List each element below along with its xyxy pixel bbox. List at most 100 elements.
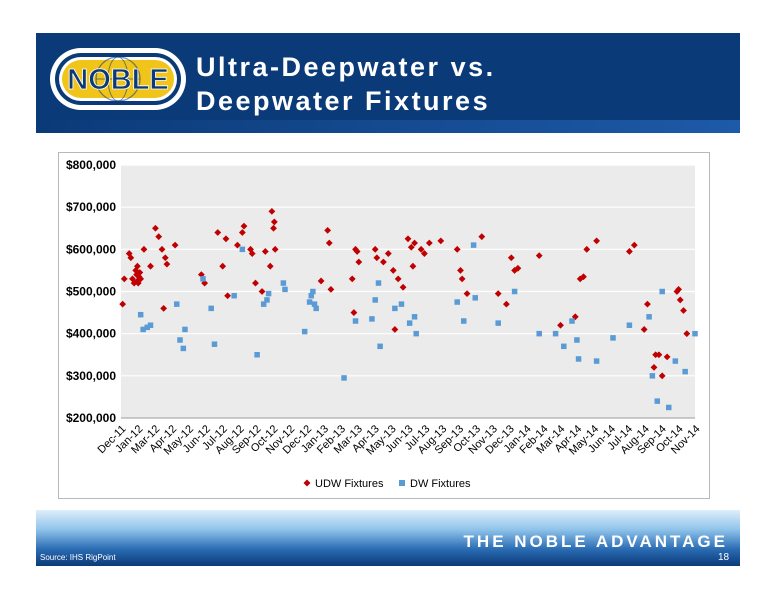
- dw-point: [413, 330, 419, 337]
- udw-point: [252, 279, 259, 287]
- dw-point: [626, 322, 633, 328]
- dw-point: [461, 318, 467, 324]
- y-tick-label: $700,000: [66, 200, 116, 214]
- udw-point: [658, 372, 666, 380]
- legend-udw-label: UDW Fixtures: [315, 478, 384, 490]
- dw-point: [308, 292, 314, 299]
- dw-point: [470, 242, 477, 248]
- udw-point: [271, 245, 279, 253]
- udw-point: [140, 245, 148, 253]
- dw-point: [282, 286, 288, 293]
- udw-point: [593, 237, 600, 245]
- dw-point: [182, 326, 188, 333]
- dw-point: [211, 341, 218, 347]
- dw-point: [495, 320, 501, 326]
- dw-point: [682, 368, 688, 375]
- header-accent-stripe: [36, 120, 740, 133]
- dw-point: [239, 246, 246, 253]
- chart-legend: UDW Fixtures DW Fixtures: [303, 478, 471, 490]
- udw-point: [317, 277, 325, 285]
- x-axis-ticks: Dec-11Jan-12Mar-12Apr-12May-12Jun-12Jul-…: [96, 423, 703, 457]
- udw-point: [258, 288, 266, 295]
- dw-point: [231, 292, 237, 299]
- dw-point: [649, 373, 656, 379]
- dw-point: [569, 318, 575, 324]
- udw-point: [389, 267, 397, 274]
- udw-point: [214, 229, 222, 236]
- udw-point: [353, 248, 361, 255]
- udw-point: [268, 207, 276, 215]
- udw-point: [394, 275, 402, 283]
- udw-point: [640, 326, 648, 333]
- dw-point: [306, 299, 313, 305]
- dw-point: [301, 328, 308, 335]
- udw-point: [134, 262, 141, 270]
- dw-point: [254, 352, 260, 358]
- udw-point: [348, 275, 356, 283]
- title-line-1: Ultra-Deepwater vs.: [196, 52, 496, 82]
- udw-point: [270, 218, 278, 226]
- legend-dw-label: DW Fixtures: [410, 478, 471, 490]
- udw-point: [266, 262, 274, 270]
- udw-point: [407, 243, 415, 251]
- footer-banner: THE NOBLE ADVANTAGE: [36, 510, 740, 566]
- dw-point: [593, 358, 600, 364]
- dw-point: [575, 356, 582, 362]
- dw-point: [174, 301, 180, 307]
- udw-point: [248, 250, 256, 257]
- dw-point: [377, 343, 383, 350]
- y-tick-label: $800,000: [66, 158, 116, 172]
- source-note: Source: IHS RigPoint: [40, 553, 116, 562]
- dw-point: [392, 305, 398, 312]
- udw-point: [136, 269, 144, 276]
- udw-point: [399, 283, 407, 291]
- udw-series: [119, 207, 691, 380]
- dw-point: [264, 297, 270, 303]
- dw-point: [561, 343, 567, 350]
- page-number: 18: [718, 552, 730, 563]
- dw-point: [208, 305, 214, 312]
- dw-point: [672, 358, 679, 364]
- udw-point: [425, 239, 433, 247]
- dw-point: [406, 320, 413, 326]
- udw-point: [222, 235, 230, 243]
- udw-point: [453, 245, 461, 253]
- dw-point: [552, 330, 559, 337]
- logo-text: NOBLE: [67, 64, 169, 96]
- udw-point: [644, 300, 651, 308]
- dw-point: [144, 324, 150, 331]
- udw-point: [171, 241, 179, 249]
- udw-point: [458, 275, 466, 283]
- dw-series: [137, 242, 698, 411]
- dw-point: [311, 301, 318, 307]
- udw-point: [650, 364, 658, 371]
- udw-point: [238, 229, 246, 236]
- dw-point: [372, 297, 378, 303]
- udw-point: [463, 290, 471, 298]
- udw-point: [158, 245, 166, 253]
- udw-point: [437, 237, 445, 245]
- udw-point: [137, 275, 145, 283]
- dw-point: [140, 326, 146, 333]
- page-title: Ultra-Deepwater vs. Deepwater Fixtures: [196, 50, 496, 118]
- dw-point: [375, 280, 382, 286]
- udw-point: [478, 233, 486, 241]
- dw-point: [200, 276, 206, 282]
- dw-point: [313, 305, 319, 312]
- udw-point: [163, 260, 171, 268]
- title-line-2: Deepwater Fixtures: [196, 86, 491, 116]
- udw-point: [120, 275, 128, 283]
- udw-point: [219, 262, 227, 270]
- udw-point: [270, 224, 277, 232]
- udw-point: [160, 304, 168, 312]
- dw-point: [454, 299, 460, 305]
- udw-point: [503, 300, 510, 308]
- dw-point: [352, 318, 359, 324]
- dw-point: [398, 301, 405, 307]
- y-axis-ticks: $200,000 $300,000 $400,000 $500,000 $600,000…: [66, 158, 116, 425]
- dw-point: [536, 330, 542, 337]
- dw-point: [511, 288, 518, 295]
- dw-point: [654, 398, 661, 404]
- udw-point: [327, 285, 335, 293]
- udw-point: [391, 326, 399, 333]
